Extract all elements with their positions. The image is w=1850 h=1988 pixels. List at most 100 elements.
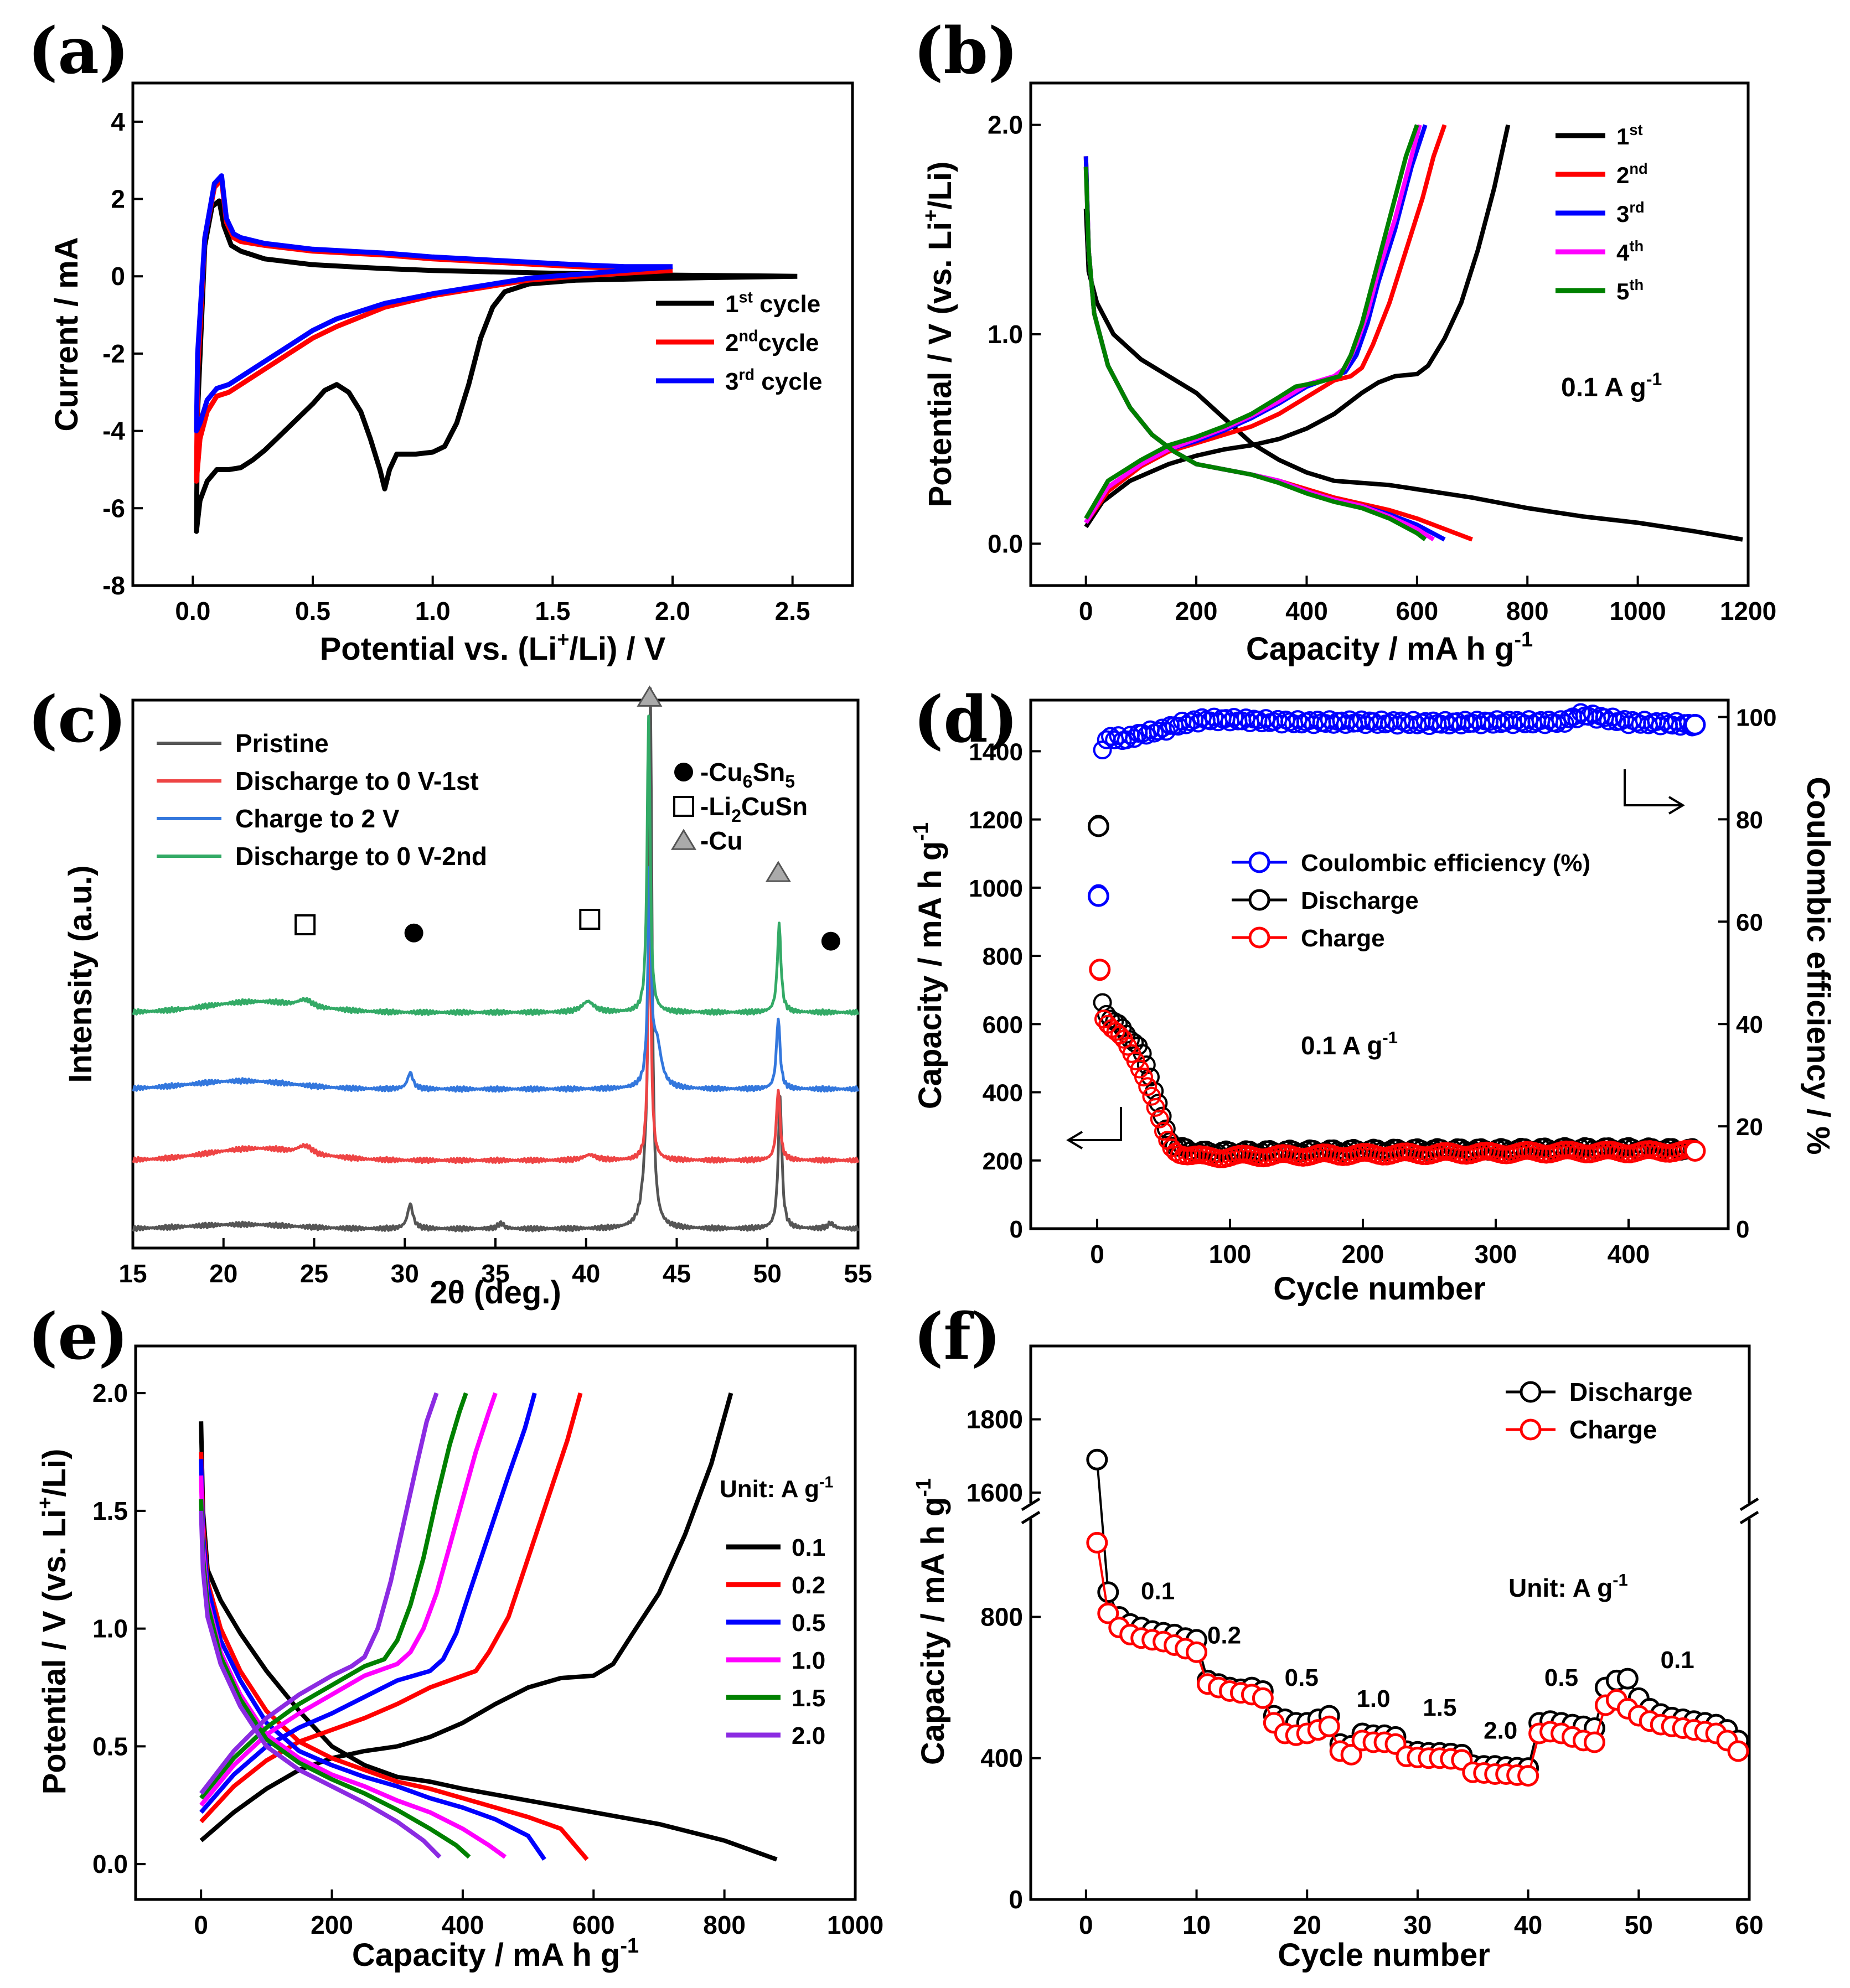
x-tick-label: 300: [1475, 1240, 1517, 1269]
x-tick-label: 0.0: [175, 597, 210, 625]
rate-label: 0.1: [1141, 1578, 1175, 1605]
ce-point: [1188, 713, 1208, 733]
y-tick-label: 2.0: [988, 111, 1023, 139]
y2-tick-label: 100: [1736, 705, 1776, 732]
rate-label: 1.0: [1356, 1685, 1390, 1712]
charge-point: [1318, 1715, 1340, 1737]
y-tick-label: -2: [102, 339, 125, 368]
x-tick-label: 60: [1735, 1911, 1763, 1939]
legend-label: 1st cycle: [725, 288, 820, 318]
x-tick-label: 10: [1182, 1911, 1211, 1939]
charge-point: [1138, 1077, 1157, 1096]
legend-label: 2nd: [1616, 160, 1648, 188]
panel-c: (c) 15 20 25 30 35 40 45 50 55 2θ (deg.) Intensi…: [28, 682, 872, 1311]
y-tick-label: 1600: [967, 1478, 1023, 1507]
legend-label: Charge: [1301, 925, 1385, 952]
panel-f: (f) 0 10 20 30 40 50 60 0 400 800 1600 1800 0.1 0.2…: [912, 1300, 1764, 1973]
cv-curve: [194, 198, 798, 534]
panel-f-x-ticks: 0 10 20 30 40 50 60: [1079, 1889, 1764, 1939]
panel-d-rate-annotation: 0.1 A g-1: [1301, 1028, 1398, 1060]
charge-discharge-curve: [1084, 124, 1419, 520]
panel-b-x-ticks: 0 200 400 600 800 1000 1200: [1079, 576, 1776, 625]
x-tick-label: 45: [663, 1259, 691, 1288]
y-tick-label: 600: [983, 1011, 1023, 1038]
x-tick-label: 50: [753, 1259, 782, 1288]
panel-a: (a) 0.0 0.5 1.0 1.5 2.0 2.5 -8 -6 -4 -2 0 2 4 Poten…: [28, 14, 854, 667]
panel-c-label: (c): [28, 682, 127, 757]
legend-label: 0.1: [792, 1534, 825, 1561]
charge-point: [1134, 1068, 1153, 1087]
ce-point: [1547, 714, 1567, 733]
panel-b: (b) 0 200 400 600 800 1000 1200 0.0 1.0 2.0 Capa…: [913, 14, 1776, 667]
phase-marker-circle: [821, 931, 840, 951]
y-tick-label: 0: [1009, 1885, 1023, 1914]
phase-marker-triangle: [765, 861, 791, 882]
x-tick-label: 0: [194, 1911, 208, 1939]
ce-first-point: [1087, 885, 1109, 907]
y-tick-label: 800: [983, 943, 1023, 970]
x-tick-label: 400: [1285, 597, 1328, 625]
panel-a-series: [194, 173, 798, 534]
x-tick-label: 1.0: [415, 597, 451, 625]
y-tick-label: 0: [111, 262, 125, 291]
legend-label: Pristine: [235, 729, 329, 758]
charge-point: [1340, 1743, 1362, 1766]
discharge-point: [1097, 1581, 1119, 1603]
panel-e-series: [199, 1392, 778, 1862]
legend-label: Discharge: [1301, 887, 1419, 914]
axis-break-right-lower: [1739, 1510, 1759, 1525]
panel-e: (e) 0 200 400 600 800 1000 0.0 0.5 1.0 1.5 2.0 Ca…: [28, 1300, 883, 1973]
rate-curve: [199, 1392, 468, 1800]
y-tick-label: -4: [102, 417, 125, 446]
panel-c-x-axis-label: 2θ (deg.): [430, 1275, 561, 1311]
rate-label: 0.5: [1285, 1664, 1319, 1691]
panel-c-x-ticks: 15 20 25 30 35 40 45 50 55: [118, 1238, 872, 1288]
x-tick-label: 40: [572, 1259, 600, 1288]
y-tick-label: 0.5: [92, 1732, 128, 1761]
panel-c-legend: Pristine Discharge to 0 V-1st Charge to 2 …: [157, 729, 487, 871]
panel-c-phase-markers: [294, 685, 840, 951]
panel-a-label: (a): [28, 14, 129, 89]
x-tick-label: 200: [1175, 597, 1218, 625]
charge-discharge-curve: [1084, 124, 1511, 529]
x-tick-label: 200: [311, 1911, 353, 1939]
panel-e-x-axis-label: Capacity / mA h g-1: [352, 1934, 639, 1973]
panel-a-x-axis-label: Potential vs. (Li+/Li) / V: [320, 628, 666, 667]
rate-curve: [199, 1421, 778, 1862]
xrd-pattern: [132, 903, 860, 1164]
y-tick-label: 1200: [969, 807, 1023, 834]
panel-a-y-axis-label: Current / mA: [49, 237, 85, 431]
phase-marker-triangle: [637, 685, 663, 707]
x-tick-label: 800: [1506, 597, 1549, 625]
charge-point: [1517, 1765, 1539, 1787]
x-tick-label: 40: [1514, 1911, 1542, 1939]
panel-d-frame: [1029, 698, 1730, 1230]
panel-d-y2-ticks: 0 20 40 60 80 100: [1718, 705, 1776, 1243]
x-tick-label: 15: [118, 1259, 147, 1288]
x-tick-label: 0.5: [295, 597, 330, 625]
rate-label: 0.5: [1544, 1664, 1578, 1691]
x-tick-label: 0: [1079, 597, 1093, 625]
legend-label: 2.0: [792, 1722, 825, 1749]
legend-marker: [1248, 926, 1270, 949]
discharge-point: [1156, 1119, 1176, 1138]
ce-point: [1583, 704, 1603, 723]
panel-c-y-axis-label: Intensity (a.u.): [63, 865, 99, 1083]
charge-point: [1154, 1121, 1173, 1141]
x-tick-label: 400: [442, 1911, 484, 1939]
panel-f-frame: [1021, 1344, 1759, 1901]
legend-label: 3rd: [1616, 199, 1645, 227]
panel-f-rate-labels: 0.1 0.2 0.5 1.0 1.5 2.0 0.5 0.1: [1141, 1578, 1694, 1744]
y-tick-label: 1000: [969, 875, 1023, 902]
axis-break-right-upper: [1739, 1497, 1759, 1511]
axis-break-left-lower: [1021, 1510, 1041, 1525]
discharge-point: [1086, 1448, 1108, 1471]
ce-point: [1256, 709, 1275, 728]
x-tick-label: 55: [844, 1259, 872, 1288]
legend-marker: [1248, 851, 1270, 873]
panel-a-frame: [131, 81, 854, 587]
phase-marker-circle: [404, 923, 423, 943]
x-tick-label: 35: [481, 1259, 509, 1288]
y-tick-label: 1.0: [988, 320, 1023, 349]
x-tick-label: 1.5: [535, 597, 570, 625]
